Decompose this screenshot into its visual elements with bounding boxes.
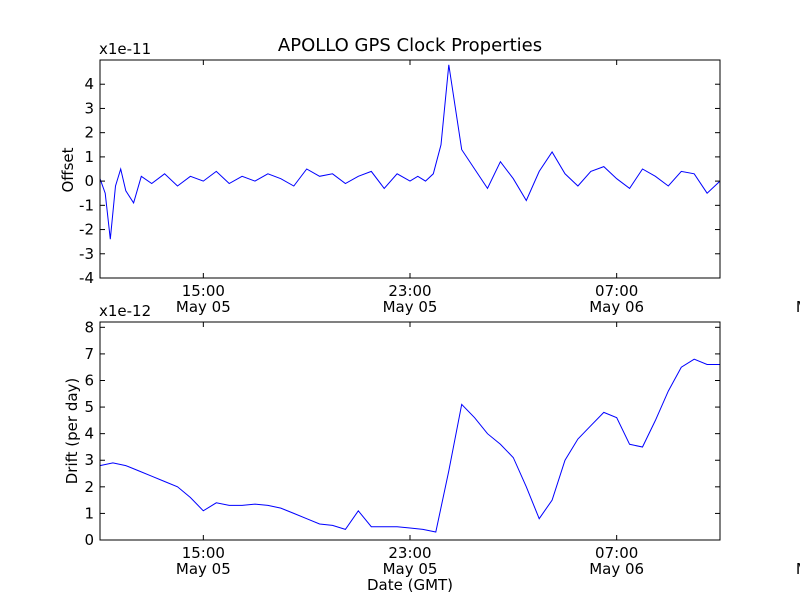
offset-xtick-date-label: May 06 [589,298,644,316]
offset-xtick-date-label: May 05 [176,298,231,316]
chart-title: APOLLO GPS Clock Properties [278,35,542,56]
drift-scale-label: x1e-12 [99,302,151,320]
offset-ytick-label: -2 [79,221,94,239]
offset-y-axis-label: Offset [59,147,77,192]
drift-ytick-label: 3 [84,451,94,469]
offset-ytick-label: -4 [79,269,94,287]
drift-axes-frame [99,321,721,541]
offset-ytick-label: -3 [79,245,94,263]
offset-axes-frame [99,59,721,279]
drift-xtick-date-label: May 06 [589,560,644,578]
drift-series-line [99,358,720,533]
drift-xtick-time-label: 15:00 [182,544,225,562]
drift-ytick-label: 2 [84,478,94,496]
drift-x-axis-label: Date (GMT) [367,576,453,594]
offset-xtick-date-label: May 06 [796,298,800,316]
drift-xtick-date-label: May 06 [796,560,800,578]
drift-panel: x1e-12 Drift (per day) Date (GMT) 0 1 2 3 4 5… [63,302,800,594]
drift-ytick-label: 5 [84,398,94,416]
drift-ytick-label: 8 [84,318,94,336]
drift-xtick-time-label: 07:00 [595,544,638,562]
offset-xtick-time-label: 07:00 [595,282,638,300]
offset-xtick-date-label: May 05 [383,298,438,316]
drift-ytick-label: 6 [84,371,94,389]
offset-xtick-time-label: 15:00 [182,282,225,300]
drift-ytick-label: 4 [84,425,94,443]
offset-ytick-label: 0 [84,172,94,190]
offset-ytick-label: 4 [84,75,94,93]
offset-ytick-label: 1 [84,148,94,166]
drift-xtick-date-label: May 05 [383,560,438,578]
offset-scale-label: x1e-11 [99,40,151,58]
drift-ytick-label: 7 [84,345,94,363]
offset-series-line [99,64,721,240]
offset-ytick-label: 3 [84,99,94,117]
drift-xtick-time-label: 23:00 [388,544,431,562]
offset-ytick-label: 2 [84,124,94,142]
offset-ytick-label: -1 [79,196,94,214]
drift-xtick-date-label: May 05 [176,560,231,578]
drift-ytick-label: 1 [84,504,94,522]
drift-y-axis-label: Drift (per day) [63,378,81,485]
offset-xtick-time-label: 23:00 [388,282,431,300]
drift-ytick-label: 0 [84,531,94,549]
